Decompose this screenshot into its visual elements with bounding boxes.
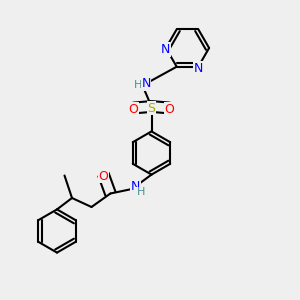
Text: H: H xyxy=(134,80,142,90)
Text: O: O xyxy=(165,103,174,116)
Text: O: O xyxy=(99,169,108,183)
Text: N: N xyxy=(131,180,140,194)
Text: N: N xyxy=(141,77,151,90)
Text: N: N xyxy=(194,62,203,75)
Text: S: S xyxy=(148,101,155,115)
Text: O: O xyxy=(129,103,138,116)
Text: N: N xyxy=(161,43,171,56)
Text: H: H xyxy=(137,188,145,197)
